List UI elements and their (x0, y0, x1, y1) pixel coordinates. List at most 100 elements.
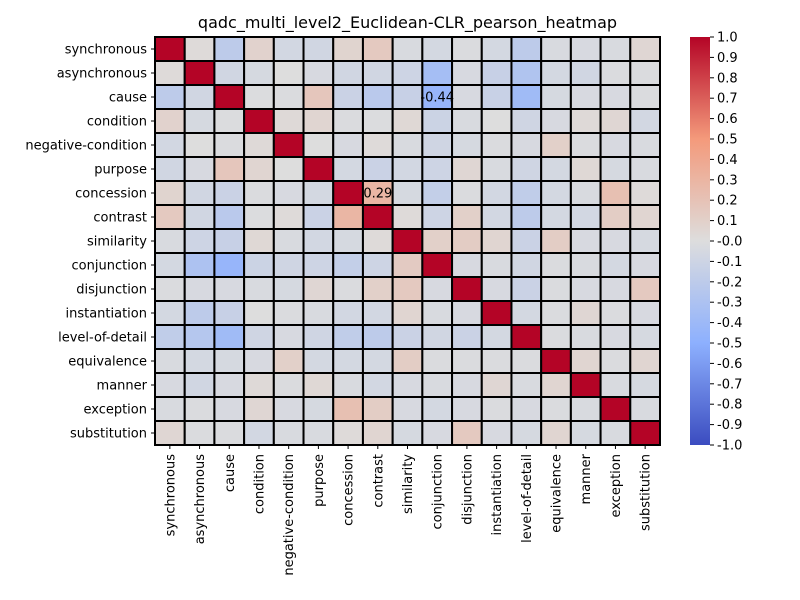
heatmap-cell (629, 84, 662, 110)
y-tick-label: substitution (70, 427, 147, 442)
heatmap-cell (510, 180, 543, 206)
x-tick-label: manner (579, 453, 594, 504)
heatmap-cell (332, 300, 364, 326)
heatmap-cell (391, 372, 424, 398)
heatmap-cell (391, 132, 424, 158)
heatmap-cell (361, 348, 394, 374)
heatmap-cell (391, 252, 424, 278)
heatmap-cell (599, 132, 632, 158)
heatmap-cell (540, 372, 572, 398)
heatmap-cell (569, 300, 602, 326)
colorbar-tick-label: 0.2 (717, 194, 738, 209)
y-tick-label: conjunction (72, 259, 147, 274)
heatmap-cell (480, 300, 513, 326)
heatmap-cell (569, 132, 602, 158)
heatmap-cell (510, 420, 543, 446)
heatmap-cell (629, 372, 662, 398)
heatmap-cell (569, 420, 602, 446)
heatmap-cell (569, 228, 602, 254)
colorbar-tick-label: 1.0 (717, 31, 738, 46)
heatmap-cell (451, 348, 483, 374)
heatmap-cell (599, 60, 632, 86)
heatmap-cell (540, 420, 572, 446)
heatmap-cell (391, 420, 424, 446)
x-tick-label: disjunction (460, 454, 475, 525)
heatmap-cell (361, 60, 394, 86)
heatmap-cell (540, 276, 572, 302)
heatmap-cell (213, 372, 246, 398)
heatmap-cell (540, 396, 572, 422)
heatmap-cell (183, 252, 216, 278)
heatmap-cell (480, 108, 513, 134)
heatmap-cell (361, 156, 394, 182)
heatmap-cell (599, 396, 632, 422)
heatmap-cell (272, 228, 305, 254)
heatmap-cell (391, 228, 424, 254)
x-tick-label: instantiation (490, 454, 505, 536)
heatmap-cell (391, 276, 424, 302)
heatmap-cell (540, 60, 572, 86)
heatmap-cell (391, 396, 424, 422)
heatmap-cell (183, 84, 216, 110)
heatmap-cell (480, 420, 513, 446)
colorbar-tick-label: 0.3 (717, 173, 738, 188)
colorbar-tick-label: -0.7 (717, 377, 742, 392)
heatmap-cell (243, 204, 275, 230)
heatmap-cell (421, 348, 454, 374)
x-tick-label: cause (223, 454, 238, 492)
heatmap-cell (391, 108, 424, 134)
heatmap-cell (421, 156, 454, 182)
heatmap-cell (332, 324, 364, 350)
heatmap-cell (272, 372, 305, 398)
cell-annotation: -0.44 (420, 91, 454, 106)
heatmap-cell (421, 108, 454, 134)
heatmap-cell (451, 204, 483, 230)
heatmap-cell (629, 132, 662, 158)
heatmap-cell (213, 84, 246, 110)
heatmap-cell (480, 60, 513, 86)
heatmap-cell (361, 108, 394, 134)
heatmap-cell (154, 324, 186, 350)
x-tick-label: equivalence (550, 454, 565, 533)
heatmap-cell (183, 156, 216, 182)
heatmap-cell (569, 156, 602, 182)
heatmap-cell (599, 300, 632, 326)
heatmap-cell (451, 180, 483, 206)
heatmap-cell (391, 324, 424, 350)
heatmap-cell (629, 276, 662, 302)
heatmap-cell (183, 108, 216, 134)
heatmap-cell (332, 60, 364, 86)
colorbar: 1.0 0.9 0.8 0.7 0.6 0.5 0.4 0.3 0.2 0.1 -0.0 -0.1 -0… (690, 31, 742, 454)
heatmap-cell (451, 60, 483, 86)
heatmap-cell (272, 252, 305, 278)
heatmap-cell (183, 420, 216, 446)
heatmap-cell (391, 156, 424, 182)
heatmap-cell (332, 156, 364, 182)
heatmap-cell (154, 276, 186, 302)
heatmap-cell (213, 324, 246, 350)
x-tick-label: synchronous (163, 454, 178, 537)
heatmap-cell (302, 132, 335, 158)
heatmap-cell (540, 108, 572, 134)
colorbar-tick-label: -0.5 (717, 337, 742, 352)
heatmap-cell (213, 276, 246, 302)
heatmap-cell (243, 156, 275, 182)
heatmap-cell (243, 180, 275, 206)
x-tick-label: conjunction (431, 454, 446, 529)
heatmap-cell (243, 276, 275, 302)
heatmap-cell (243, 60, 275, 86)
heatmap-cell (629, 420, 662, 446)
heatmap-cell (183, 60, 216, 86)
heatmap-cell (451, 84, 483, 110)
y-tick-labels: synchronous asynchronous cause condition neg… (25, 43, 155, 442)
heatmap-cell (629, 60, 662, 86)
heatmap-cell (421, 276, 454, 302)
heatmap-cell (183, 180, 216, 206)
heatmap-cell (154, 36, 186, 62)
heatmap-cell (599, 108, 632, 134)
heatmap-cell (183, 204, 216, 230)
heatmap-cell (272, 180, 305, 206)
cell-annotations: -0.44 0.29 (363, 91, 454, 202)
colorbar-tick-label: 0.5 (717, 133, 738, 148)
heatmap-cell (480, 132, 513, 158)
